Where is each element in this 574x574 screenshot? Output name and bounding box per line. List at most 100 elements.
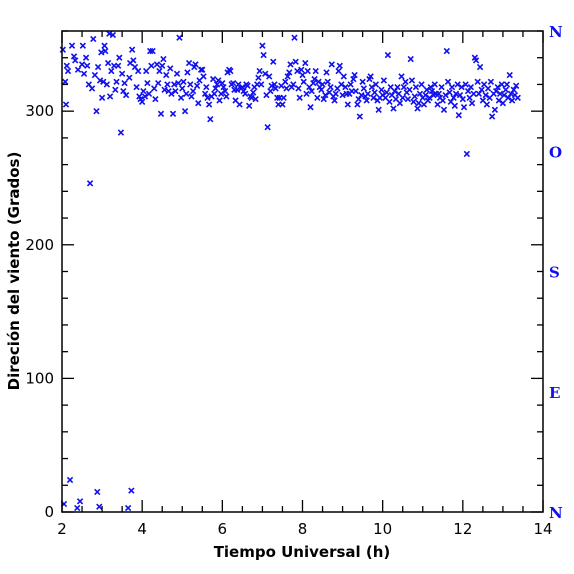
data-point bbox=[192, 61, 199, 68]
data-point bbox=[141, 93, 149, 100]
data-point bbox=[179, 85, 186, 92]
data-point bbox=[260, 51, 267, 59]
data-point bbox=[139, 98, 146, 105]
data-point bbox=[482, 91, 489, 99]
data-point bbox=[402, 78, 409, 85]
data-point bbox=[495, 97, 503, 104]
data-point bbox=[204, 94, 211, 101]
data-point bbox=[176, 34, 183, 41]
data-point bbox=[444, 78, 452, 85]
data-point bbox=[322, 91, 329, 99]
x-tick-label: 8 bbox=[298, 520, 308, 538]
data-point bbox=[209, 75, 217, 83]
data-point bbox=[483, 101, 491, 108]
data-point bbox=[300, 78, 307, 85]
data-point bbox=[187, 81, 194, 88]
data-point bbox=[472, 57, 480, 64]
data-point bbox=[244, 82, 251, 89]
data-point bbox=[128, 487, 135, 494]
data-point bbox=[384, 51, 392, 59]
data-point bbox=[304, 67, 311, 75]
data-point bbox=[239, 83, 246, 91]
data-point bbox=[332, 90, 339, 97]
data-point bbox=[378, 86, 385, 93]
data-point bbox=[496, 90, 504, 97]
data-point bbox=[211, 90, 218, 97]
x-axis-title: Tiempo Universal (h) bbox=[214, 543, 391, 561]
data-point bbox=[236, 101, 243, 108]
data-point bbox=[148, 62, 155, 69]
data-point bbox=[223, 93, 230, 100]
data-point bbox=[476, 63, 484, 71]
data-point bbox=[108, 67, 115, 75]
data-point bbox=[109, 31, 117, 39]
data-point bbox=[448, 83, 456, 91]
axis-ticks bbox=[61, 30, 544, 513]
data-point bbox=[143, 67, 150, 75]
data-point bbox=[340, 73, 347, 80]
data-point bbox=[242, 90, 249, 97]
data-point bbox=[104, 59, 112, 67]
data-point bbox=[478, 86, 485, 93]
data-point bbox=[319, 81, 326, 88]
data-point bbox=[79, 42, 87, 49]
data-point bbox=[454, 81, 461, 88]
data-point bbox=[74, 504, 81, 512]
data-point bbox=[248, 94, 255, 101]
data-point bbox=[467, 83, 475, 91]
data-point bbox=[323, 69, 330, 76]
data-point bbox=[156, 67, 163, 75]
data-point bbox=[298, 66, 305, 73]
data-point bbox=[502, 86, 509, 93]
data-point bbox=[331, 97, 338, 104]
data-point bbox=[336, 62, 343, 69]
data-point bbox=[113, 78, 120, 85]
data-point bbox=[292, 58, 299, 65]
data-point bbox=[76, 498, 84, 505]
data-point bbox=[350, 75, 357, 83]
data-point bbox=[120, 87, 127, 95]
data-point bbox=[199, 66, 206, 73]
data-point bbox=[98, 49, 105, 56]
data-point bbox=[470, 90, 477, 97]
x-tick-label: 4 bbox=[137, 520, 147, 538]
data-point bbox=[391, 87, 398, 95]
data-point bbox=[172, 87, 179, 95]
data-point bbox=[82, 54, 90, 61]
data-point bbox=[358, 91, 365, 99]
data-point bbox=[299, 71, 306, 79]
data-point bbox=[157, 110, 165, 118]
x-tick-label: 12 bbox=[453, 520, 472, 538]
data-point bbox=[80, 70, 88, 77]
data-point bbox=[155, 79, 162, 87]
data-point bbox=[188, 93, 195, 100]
data-point bbox=[434, 101, 441, 108]
data-point bbox=[246, 102, 253, 109]
compass-direction-label: N bbox=[549, 23, 563, 41]
data-point bbox=[128, 46, 136, 53]
data-point bbox=[106, 93, 114, 100]
data-point bbox=[233, 86, 241, 93]
data-point bbox=[455, 112, 462, 119]
data-point bbox=[213, 81, 221, 88]
data-point bbox=[303, 90, 310, 97]
data-point bbox=[175, 79, 182, 87]
data-point bbox=[360, 85, 367, 92]
data-point bbox=[458, 83, 465, 91]
data-point bbox=[498, 81, 505, 88]
data-point bbox=[252, 95, 259, 103]
compass-direction-label: N bbox=[549, 504, 563, 522]
data-point bbox=[492, 87, 500, 95]
data-point bbox=[451, 102, 458, 109]
data-point bbox=[217, 90, 225, 97]
data-point bbox=[503, 81, 511, 88]
data-point bbox=[90, 35, 97, 43]
data-point bbox=[88, 85, 96, 92]
data-point bbox=[399, 94, 406, 101]
data-point bbox=[315, 78, 322, 85]
data-point bbox=[364, 90, 372, 97]
data-point bbox=[271, 81, 278, 88]
data-point bbox=[468, 99, 476, 107]
data-point bbox=[193, 82, 201, 89]
data-point bbox=[514, 94, 521, 101]
